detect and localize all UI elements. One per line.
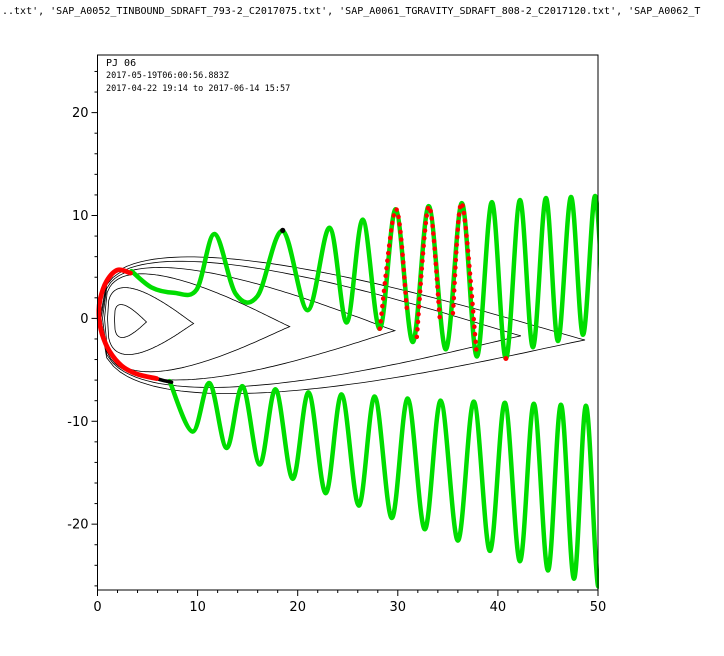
x-tick-label: 50 <box>590 600 607 615</box>
red-dotted-overlay <box>450 200 480 359</box>
black-marker-dot <box>280 227 286 233</box>
field-line-contour <box>107 287 195 355</box>
y-tick-label: 20 <box>72 106 89 121</box>
x-tick-label: 30 <box>390 600 407 615</box>
x-tick-label: 40 <box>490 600 507 615</box>
legend-line-timerange: 2017-04-22 19:14 to 2017-06-14 15:57 <box>106 84 291 94</box>
legend-block: PJ 06 2017-05-19T06:00:56.883Z 2017-04-2… <box>106 57 290 96</box>
axis-labels: 0 10 20 30 40 50 -20 -10 0 10 20 <box>67 106 606 615</box>
field-line-contour <box>114 304 148 338</box>
legend-line-perijove: PJ 06 <box>106 58 137 69</box>
red-dotted-overlay <box>377 207 410 331</box>
y-tick-label: -20 <box>67 518 88 533</box>
x-tick-label: 10 <box>189 600 206 615</box>
trajectory-north-path <box>129 193 599 361</box>
red-marker-dot <box>503 356 509 361</box>
axis-ticks <box>91 70 599 596</box>
field-line-contour <box>104 273 291 373</box>
red-dotted-overlay <box>414 203 443 340</box>
trajectory-south-path <box>167 378 599 589</box>
plot-area <box>96 193 599 589</box>
field-line-contour <box>100 260 522 388</box>
perijove-segment-path <box>96 267 159 381</box>
y-tick-label: -10 <box>67 415 88 430</box>
field-line-contour <box>99 256 586 394</box>
legend-line-timestamp: 2017-05-19T06:00:56.883Z <box>106 71 229 81</box>
plot-title: ..txt', 'SAP_A0052_TINBOUND_SDRAFT_793-2… <box>2 6 701 17</box>
x-tick-label: 0 <box>93 600 101 615</box>
plot-frame <box>97 54 599 591</box>
y-tick-label: 0 <box>80 312 88 327</box>
y-tick-label: 10 <box>72 209 89 224</box>
field-line-contour <box>102 266 397 381</box>
x-tick-label: 20 <box>289 600 306 615</box>
